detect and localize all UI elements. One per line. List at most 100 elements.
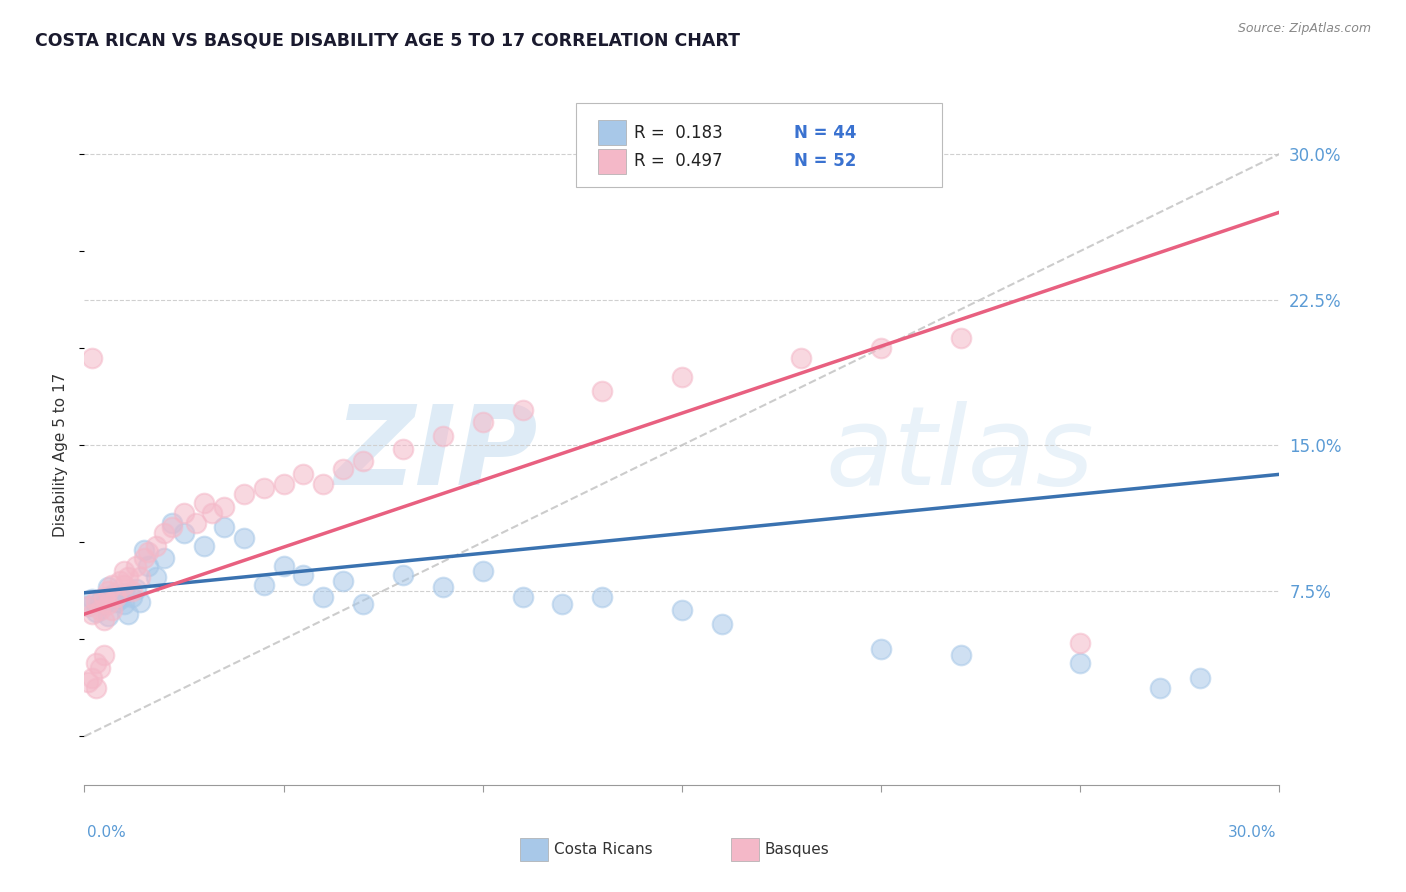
Point bbox=[86, 593, 108, 607]
Point bbox=[551, 598, 574, 612]
Point bbox=[160, 516, 183, 530]
Point bbox=[97, 609, 120, 624]
Point bbox=[105, 590, 128, 604]
Point bbox=[471, 565, 494, 579]
Point bbox=[93, 613, 115, 627]
Point bbox=[870, 341, 893, 355]
Text: N = 44: N = 44 bbox=[794, 124, 856, 142]
Point bbox=[232, 487, 254, 501]
Point bbox=[949, 331, 972, 345]
Point bbox=[121, 590, 143, 604]
Point bbox=[129, 595, 152, 609]
Text: ZIP: ZIP bbox=[335, 401, 538, 508]
Point bbox=[312, 590, 335, 604]
Point bbox=[105, 595, 128, 609]
Point bbox=[212, 520, 235, 534]
Point bbox=[93, 590, 115, 604]
Point bbox=[253, 481, 276, 495]
Point bbox=[77, 599, 100, 614]
Text: N = 52: N = 52 bbox=[794, 153, 856, 170]
Point bbox=[112, 578, 135, 592]
Point bbox=[432, 428, 454, 442]
Point bbox=[1188, 671, 1211, 685]
Point bbox=[110, 591, 132, 606]
Point bbox=[101, 588, 124, 602]
Point bbox=[292, 568, 315, 582]
Text: atlas: atlas bbox=[825, 401, 1094, 508]
Point bbox=[82, 671, 104, 685]
Point bbox=[312, 477, 335, 491]
Point bbox=[93, 598, 115, 612]
Point bbox=[89, 661, 111, 675]
Point bbox=[790, 351, 813, 365]
Point bbox=[432, 580, 454, 594]
Point bbox=[671, 370, 693, 384]
Point bbox=[136, 545, 159, 559]
Point bbox=[273, 477, 295, 491]
Point bbox=[153, 550, 176, 565]
Point bbox=[471, 415, 494, 429]
Point bbox=[949, 648, 972, 662]
Point bbox=[671, 603, 693, 617]
Point bbox=[110, 574, 132, 588]
Text: Source: ZipAtlas.com: Source: ZipAtlas.com bbox=[1237, 22, 1371, 36]
Point bbox=[121, 583, 143, 598]
Point bbox=[212, 500, 235, 515]
Point bbox=[86, 681, 108, 695]
Point bbox=[82, 351, 104, 365]
Point bbox=[125, 582, 148, 596]
Point bbox=[392, 442, 415, 456]
Point bbox=[591, 590, 613, 604]
Point bbox=[117, 570, 139, 584]
Point bbox=[97, 580, 120, 594]
Point bbox=[160, 520, 183, 534]
Point bbox=[332, 574, 354, 588]
Point bbox=[253, 578, 276, 592]
Point bbox=[232, 532, 254, 546]
Point bbox=[132, 550, 156, 565]
Point bbox=[173, 525, 195, 540]
Text: 0.0%: 0.0% bbox=[87, 825, 127, 840]
Point bbox=[112, 586, 135, 600]
Point bbox=[86, 656, 108, 670]
Point bbox=[710, 616, 733, 631]
Point bbox=[193, 496, 215, 510]
Point bbox=[77, 675, 100, 690]
Point bbox=[1069, 656, 1091, 670]
Point bbox=[82, 591, 104, 606]
Point bbox=[173, 506, 195, 520]
Point bbox=[1149, 681, 1171, 695]
Point bbox=[77, 599, 100, 614]
Point bbox=[352, 454, 374, 468]
Point bbox=[101, 578, 124, 592]
Text: COSTA RICAN VS BASQUE DISABILITY AGE 5 TO 17 CORRELATION CHART: COSTA RICAN VS BASQUE DISABILITY AGE 5 T… bbox=[35, 31, 740, 49]
Point bbox=[332, 461, 354, 475]
Point bbox=[184, 516, 207, 530]
Point bbox=[1069, 636, 1091, 650]
Point bbox=[125, 558, 148, 573]
Point bbox=[201, 506, 224, 520]
Point bbox=[97, 598, 120, 612]
Point bbox=[89, 603, 111, 617]
Point bbox=[101, 603, 124, 617]
Point bbox=[136, 558, 159, 573]
Point bbox=[870, 642, 893, 657]
Point bbox=[112, 565, 135, 579]
Text: R =  0.183: R = 0.183 bbox=[634, 124, 723, 142]
Point bbox=[512, 590, 534, 604]
Point bbox=[193, 539, 215, 553]
Point bbox=[93, 648, 115, 662]
Text: Basques: Basques bbox=[765, 842, 830, 856]
Point bbox=[392, 568, 415, 582]
Point bbox=[153, 525, 176, 540]
Text: Costa Ricans: Costa Ricans bbox=[554, 842, 652, 856]
Y-axis label: Disability Age 5 to 17: Disability Age 5 to 17 bbox=[53, 373, 69, 537]
Text: R =  0.497: R = 0.497 bbox=[634, 153, 723, 170]
Point bbox=[112, 598, 135, 612]
Point bbox=[273, 558, 295, 573]
Point bbox=[145, 570, 167, 584]
Point bbox=[145, 539, 167, 553]
Point bbox=[132, 543, 156, 558]
Point bbox=[512, 403, 534, 417]
Point bbox=[117, 607, 139, 621]
